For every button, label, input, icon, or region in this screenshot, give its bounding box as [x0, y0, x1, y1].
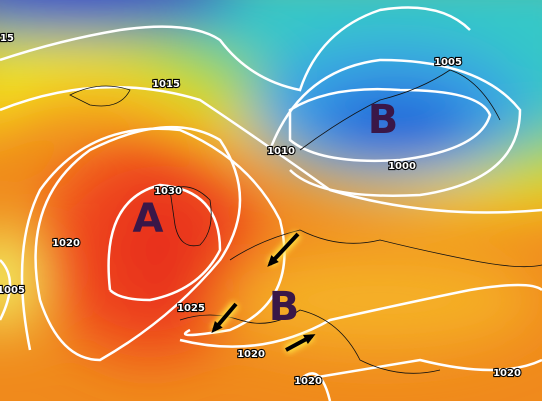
isobar-label: 1030: [154, 186, 182, 197]
isobar-label: 1010: [267, 146, 295, 157]
isobar-label: 1020: [493, 368, 521, 379]
arrow-head: [303, 334, 316, 344]
pressure-center: B: [368, 97, 399, 143]
pressure-center: B: [269, 284, 300, 330]
isobar-label: 1020: [294, 376, 322, 387]
isobar-label: 1005: [434, 57, 462, 68]
isobar-label: 1000: [388, 161, 416, 172]
isobars: [0, 6, 542, 401]
isobar-label: 15: [0, 33, 14, 44]
arrow-head: [211, 321, 223, 334]
pressure-center: A: [133, 196, 164, 242]
isobar-label: 1015: [152, 79, 180, 90]
isobar-label: 1020: [52, 238, 80, 249]
isobar-label: 1025: [177, 303, 205, 314]
arrow-head: [267, 255, 279, 267]
isobar-label: 1005: [0, 285, 25, 296]
wind-arrows: [210, 230, 316, 354]
isobar-label: 1020: [237, 349, 265, 360]
